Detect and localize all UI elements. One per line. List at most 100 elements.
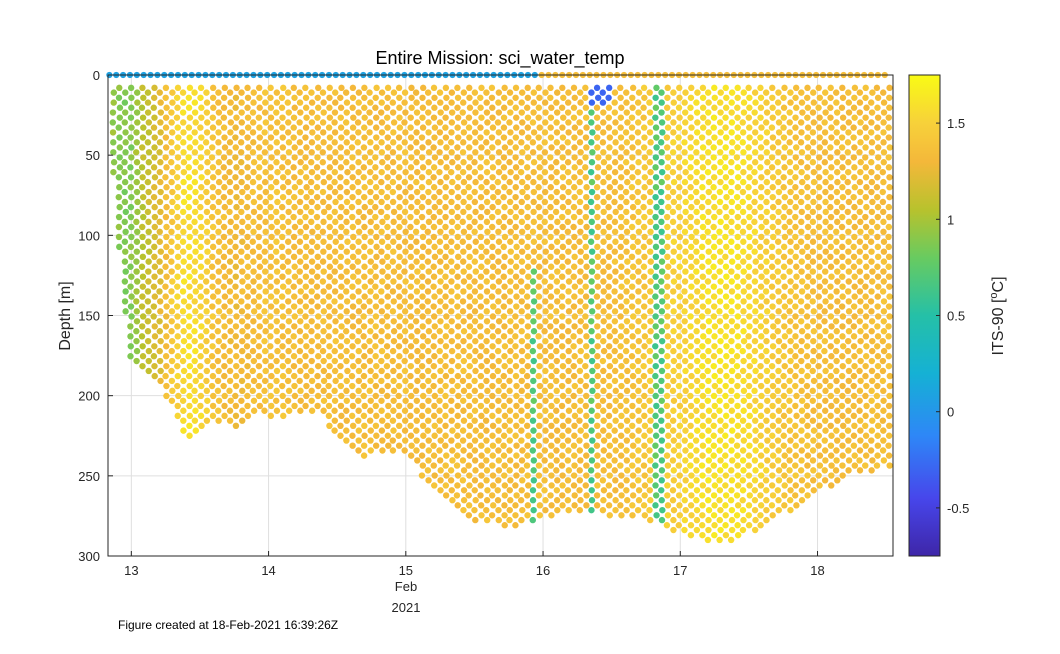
- data-point: [466, 313, 473, 320]
- data-point: [372, 303, 380, 310]
- data-point: [116, 164, 124, 171]
- data-point: [612, 407, 619, 414]
- data-point: [599, 89, 606, 96]
- data-point: [314, 392, 322, 400]
- data-point: [431, 154, 439, 161]
- data-point: [261, 149, 269, 156]
- data-point: [186, 293, 194, 300]
- data-point: [704, 119, 712, 126]
- data-point: [757, 472, 765, 479]
- data-point: [506, 357, 514, 365]
- data-point: [460, 159, 467, 166]
- data-point: [180, 427, 187, 434]
- data-point: [641, 253, 648, 261]
- data-point: [267, 144, 274, 151]
- data-point: [600, 178, 607, 186]
- data-point: [431, 353, 438, 360]
- data-point: [507, 278, 514, 285]
- data-point: [349, 253, 357, 261]
- data-point: [524, 223, 531, 231]
- data-point: [162, 263, 169, 270]
- data-point: [332, 238, 339, 245]
- data-point: [804, 442, 811, 449]
- data-point: [232, 104, 239, 111]
- data-point: [344, 318, 351, 325]
- data-point: [332, 218, 339, 226]
- data-point: [407, 124, 414, 131]
- data-point: [675, 193, 683, 201]
- data-point: [768, 283, 776, 290]
- data-point: [687, 134, 694, 141]
- data-point: [734, 184, 742, 191]
- data-point: [390, 238, 397, 245]
- data-point: [623, 89, 630, 96]
- data-point: [618, 492, 625, 499]
- data-point: [436, 288, 443, 295]
- data-point: [524, 392, 532, 400]
- data-point: [448, 248, 455, 255]
- data-point: [658, 89, 665, 96]
- data-point: [296, 129, 304, 136]
- data-point: [513, 422, 520, 430]
- data-point: [144, 288, 152, 295]
- data-point: [354, 119, 362, 126]
- data-point: [605, 154, 612, 161]
- data-point: [570, 343, 577, 350]
- data-point: [699, 452, 706, 459]
- data-point: [513, 303, 520, 310]
- data-point: [547, 492, 554, 499]
- data-point: [220, 124, 228, 131]
- data-point: [424, 258, 432, 265]
- data-point: [611, 308, 619, 315]
- data-point: [349, 402, 357, 410]
- data-point: [600, 198, 607, 206]
- data-point: [669, 149, 677, 156]
- data-point: [215, 308, 223, 315]
- data-point: [781, 452, 788, 459]
- data-point: [256, 313, 263, 320]
- data-point: [442, 203, 449, 211]
- data-point: [699, 353, 707, 360]
- data-point: [273, 149, 281, 156]
- data-point: [238, 248, 245, 255]
- data-point: [675, 432, 683, 439]
- data-point: [349, 422, 357, 430]
- data-point: [303, 114, 310, 121]
- data-point: [396, 353, 403, 360]
- data-point: [233, 84, 240, 92]
- data-point: [436, 347, 443, 355]
- data-point: [361, 422, 368, 430]
- data-point: [530, 198, 537, 206]
- data-point: [536, 392, 543, 400]
- data-point: [308, 337, 316, 345]
- data-point: [290, 193, 298, 201]
- data-point: [587, 168, 595, 176]
- data-point: [594, 462, 601, 469]
- data-point: [828, 353, 835, 360]
- data-point: [279, 323, 286, 330]
- data-point: [168, 397, 176, 404]
- data-point: [232, 124, 239, 131]
- data-point: [559, 372, 566, 380]
- data-point: [618, 104, 625, 111]
- data-point: [623, 417, 631, 424]
- data-point: [764, 159, 771, 166]
- data-point: [191, 328, 198, 335]
- data-point: [489, 392, 496, 400]
- data-point: [548, 512, 555, 519]
- data-point: [296, 308, 304, 315]
- data-point: [599, 357, 607, 365]
- data-point: [623, 238, 630, 245]
- data-point: [203, 387, 211, 395]
- data-point: [524, 303, 531, 310]
- data-point: [144, 178, 152, 186]
- data-point: [483, 89, 490, 96]
- data-point: [378, 397, 385, 404]
- data-point: [162, 283, 169, 290]
- data-point: [792, 362, 800, 370]
- data-point: [454, 253, 462, 261]
- data-point: [594, 253, 602, 261]
- data-point: [606, 144, 613, 151]
- data-point: [529, 417, 537, 424]
- data-point: [454, 293, 461, 300]
